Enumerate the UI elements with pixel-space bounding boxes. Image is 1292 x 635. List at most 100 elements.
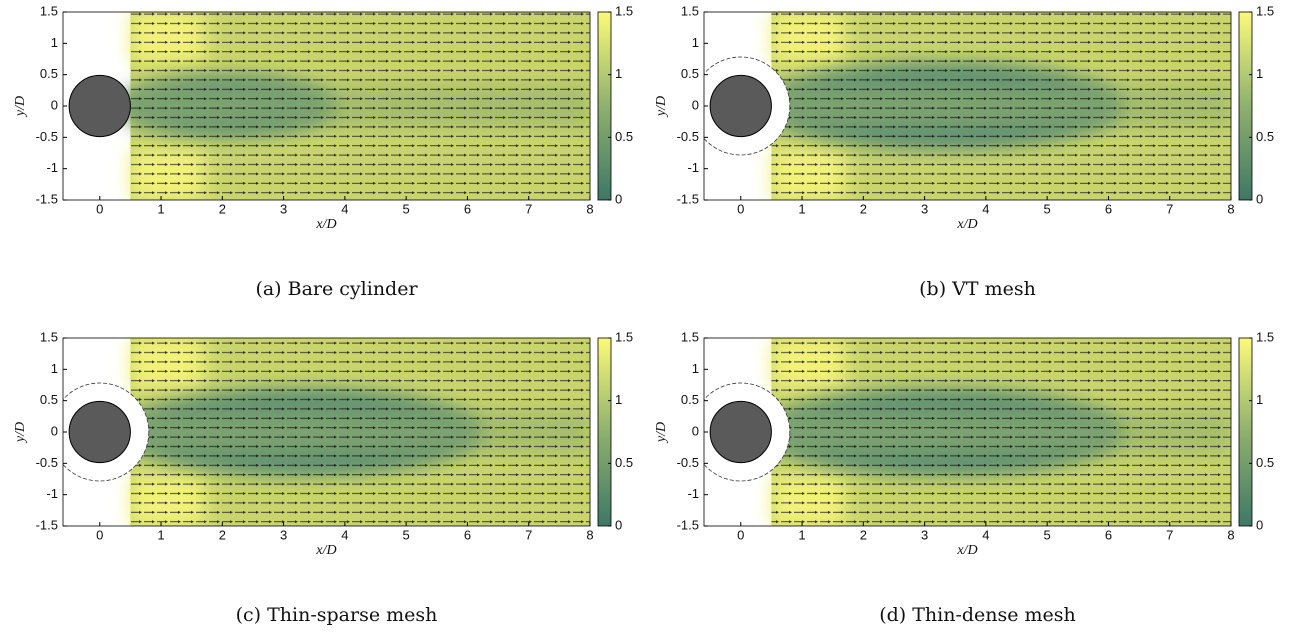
x-tick-label: 4 bbox=[982, 201, 989, 216]
x-tick-label: 4 bbox=[341, 201, 348, 216]
y-tick-label: -0.5 bbox=[36, 129, 58, 144]
colorbar-tick-label: 0.5 bbox=[1256, 455, 1274, 470]
y-tick-label: -1 bbox=[46, 160, 58, 175]
x-tick-label: 1 bbox=[798, 201, 805, 216]
y-tick-label: 0.5 bbox=[681, 392, 699, 407]
colorbar bbox=[1238, 337, 1253, 527]
x-tick-label: 5 bbox=[403, 201, 410, 216]
vectors bbox=[771, 338, 1231, 526]
colorbar-tick-label: 0 bbox=[1256, 191, 1263, 206]
field bbox=[704, 338, 1231, 526]
x-axis-label: x/D bbox=[315, 217, 336, 232]
y-axis-label: y/D bbox=[13, 96, 28, 118]
colorbar-tick-label: 1.5 bbox=[1256, 3, 1274, 18]
y-tick-label: 1 bbox=[51, 35, 58, 50]
vectors bbox=[130, 338, 590, 526]
colorbar-tick-label: 1.5 bbox=[615, 3, 633, 18]
y-tick-label: 1 bbox=[51, 361, 58, 376]
cylinder bbox=[709, 74, 772, 138]
x-tick-label: 5 bbox=[403, 527, 410, 542]
x-tick-label: 8 bbox=[1227, 201, 1234, 216]
y-tick-label: -1 bbox=[687, 486, 699, 501]
y-tick-label: 0 bbox=[692, 423, 699, 438]
y-tick-label: 0 bbox=[51, 97, 58, 112]
vectors bbox=[771, 12, 1231, 200]
field bbox=[704, 12, 1231, 200]
colorbar bbox=[1238, 11, 1253, 201]
x-tick-label: 0 bbox=[96, 201, 103, 216]
x-tick-label: 6 bbox=[1105, 201, 1112, 216]
y-tick-label: 1 bbox=[692, 361, 699, 376]
x-tick-label: 1 bbox=[157, 201, 164, 216]
colorbar-tick-label: 1.5 bbox=[615, 329, 633, 344]
y-tick-label: -1.5 bbox=[36, 191, 58, 206]
y-tick-label: 1.5 bbox=[681, 3, 699, 18]
colorbar-tick-label: 1.5 bbox=[1256, 329, 1274, 344]
x-tick-label: 8 bbox=[1227, 527, 1234, 542]
x-tick-label: 2 bbox=[219, 527, 226, 542]
x-tick-label: 6 bbox=[464, 527, 471, 542]
x-tick-label: 7 bbox=[1166, 201, 1173, 216]
x-tick-label: 4 bbox=[341, 527, 348, 542]
y-tick-label: -1.5 bbox=[36, 517, 58, 532]
x-tick-label: 5 bbox=[1044, 527, 1051, 542]
y-tick-label: -0.5 bbox=[36, 455, 58, 470]
x-tick-label: 7 bbox=[525, 527, 532, 542]
vectors bbox=[130, 12, 590, 200]
colorbar bbox=[597, 337, 612, 527]
x-tick-label: 1 bbox=[157, 527, 164, 542]
x-tick-label: 5 bbox=[1044, 201, 1051, 216]
x-tick-label: 2 bbox=[860, 527, 867, 542]
x-axis-label: x/D bbox=[315, 543, 336, 558]
y-axis-label: y/D bbox=[654, 422, 669, 444]
x-tick-label: 3 bbox=[921, 201, 928, 216]
y-tick-label: 0.5 bbox=[40, 66, 58, 81]
x-tick-label: 6 bbox=[1105, 527, 1112, 542]
y-tick-label: 0 bbox=[51, 423, 58, 438]
y-tick-label: 1.5 bbox=[681, 329, 699, 344]
y-tick-label: -0.5 bbox=[677, 129, 699, 144]
colorbar-tick-label: 1 bbox=[615, 392, 622, 407]
x-axis-label: x/D bbox=[956, 543, 977, 558]
y-tick-label: 1 bbox=[692, 35, 699, 50]
x-tick-label: 8 bbox=[586, 527, 593, 542]
x-tick-label: 6 bbox=[464, 201, 471, 216]
caption: (c) Thin-sparse mesh bbox=[236, 604, 438, 626]
x-tick-label: 7 bbox=[525, 201, 532, 216]
y-axis-label: y/D bbox=[13, 422, 28, 444]
y-tick-label: -1 bbox=[46, 486, 58, 501]
colorbar-tick-label: 1 bbox=[1256, 392, 1263, 407]
x-tick-label: 3 bbox=[280, 527, 287, 542]
cylinder bbox=[68, 74, 131, 138]
field bbox=[68, 12, 590, 200]
y-tick-label: -1.5 bbox=[677, 191, 699, 206]
y-tick-label: 1.5 bbox=[40, 3, 58, 18]
x-tick-label: 0 bbox=[737, 527, 744, 542]
x-tick-label: 2 bbox=[860, 201, 867, 216]
y-tick-label: -1.5 bbox=[677, 517, 699, 532]
y-tick-label: 1.5 bbox=[40, 329, 58, 344]
cylinder bbox=[709, 400, 772, 464]
colorbar-tick-label: 0.5 bbox=[615, 455, 633, 470]
x-tick-label: 7 bbox=[1166, 527, 1173, 542]
colorbar-tick-label: 0 bbox=[1256, 517, 1263, 532]
y-tick-label: 0 bbox=[692, 97, 699, 112]
x-tick-label: 0 bbox=[96, 527, 103, 542]
y-tick-label: 0.5 bbox=[681, 66, 699, 81]
colorbar-tick-label: 1 bbox=[1256, 66, 1263, 81]
field bbox=[63, 338, 590, 526]
y-tick-label: -1 bbox=[687, 160, 699, 175]
caption: (d) Thin-dense mesh bbox=[879, 604, 1076, 626]
x-tick-label: 4 bbox=[982, 527, 989, 542]
x-tick-label: 3 bbox=[921, 527, 928, 542]
x-tick-label: 3 bbox=[280, 201, 287, 216]
x-tick-label: 1 bbox=[798, 527, 805, 542]
y-tick-label: -0.5 bbox=[677, 455, 699, 470]
colorbar-tick-label: 0.5 bbox=[1256, 129, 1274, 144]
colorbar-tick-label: 1 bbox=[615, 66, 622, 81]
cylinder bbox=[68, 400, 131, 464]
colorbar-tick-label: 0 bbox=[615, 517, 622, 532]
y-axis-label: y/D bbox=[654, 96, 669, 118]
